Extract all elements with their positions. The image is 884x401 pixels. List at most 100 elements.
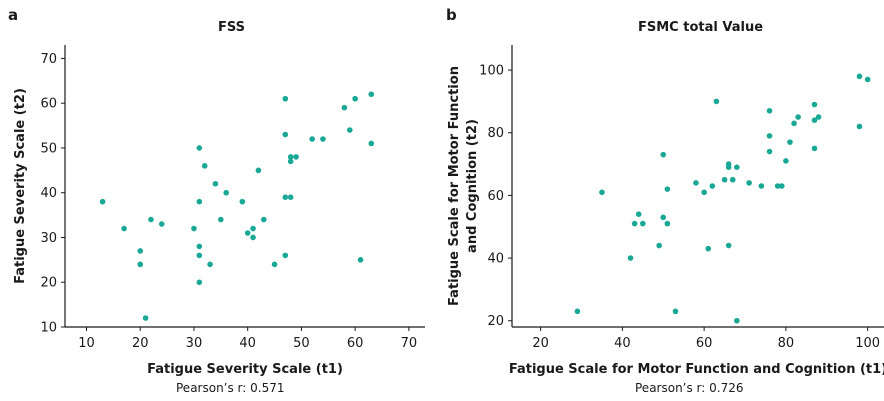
y-axis-title: Fatigue Severity Scale (t2) [13,88,28,284]
data-point [787,139,793,145]
data-point [766,133,773,139]
data-point [142,315,149,321]
panel-fss: a FSS 10 20 30 40 50 60 70 10 20 30 40 50 60 70 Fatigu… [8,6,425,395]
y-axis-title: and Cognition (t2) [465,119,480,253]
y-tick-label: 60 [487,189,504,204]
data-point [158,221,165,227]
data-point [282,95,289,102]
data-point [729,176,736,183]
data-point [368,91,375,98]
data-point [250,234,256,241]
panel-letter-a: a [8,6,19,24]
y-tick-label: 100 [479,64,504,79]
data-point [357,257,364,263]
x-tick-label: 60 [347,336,364,351]
data-point [672,308,679,315]
data-point [631,220,638,227]
data-point [287,154,294,160]
data-point [207,261,213,268]
x-tick-label: 40 [239,336,256,351]
scatter-plot-fsmc: 20 40 60 80 100 20 40 60 80 100 Fatigue Scale for … [447,45,884,377]
y-tick-label: 10 [40,321,57,336]
data-point [815,114,822,120]
x-tick-label: 70 [401,336,418,351]
data-point [705,245,712,252]
data-point [709,183,716,189]
y-tick-label: 80 [487,126,504,141]
x-tick-label: 40 [614,336,631,351]
data-point [791,120,797,127]
data-point [239,198,246,205]
x-tick-label: 20 [132,336,149,351]
data-point [766,108,773,114]
data-point [660,214,667,221]
y-tick-label: 40 [487,252,504,267]
data-point [287,158,294,165]
panel-letter-b: b [446,6,457,24]
chart-title-fss: FSS [218,20,246,35]
data-point [320,136,326,142]
data-point [218,216,224,223]
data-point [635,211,642,217]
data-point [255,167,262,174]
data-point [811,117,818,123]
x-tick-label: 60 [696,336,713,351]
data-point [196,279,203,286]
data-point [196,145,203,151]
data-point [721,176,728,183]
data-point [574,308,581,315]
data-point [725,164,732,170]
data-point [640,220,646,227]
data-point [627,255,634,261]
data-point [196,252,203,259]
pearson-caption-fsmc: Pearson’s r: 0.726 [635,381,744,395]
data-point [656,242,662,249]
data-point [341,104,348,111]
scatter-plot-fss: 10 20 30 40 50 60 70 10 20 30 40 50 60 70 Fatigue Seve… [13,45,425,377]
data-point [856,73,863,80]
data-point [811,101,818,108]
data-point [293,154,299,160]
data-point [758,183,765,189]
data-point [599,189,605,196]
data-point [766,148,773,155]
y-axis-title: Fatigue Scale for Motor Function [447,66,462,306]
x-axis-title: Fatigue Scale for Motor Function and Cog… [509,362,884,377]
data-point [774,183,781,189]
data-point [779,183,785,189]
data-point [660,151,667,158]
data-point [282,252,289,259]
data-point [664,220,671,227]
data-point [693,180,699,186]
data-point [746,180,752,186]
data-point [346,127,353,133]
x-axis-title: Fatigue Severity Scale (t1) [147,362,343,377]
y-tick-label: 60 [40,97,57,112]
x-tick-label: 100 [855,336,880,351]
data-point [713,98,720,105]
x-tick-label: 50 [293,336,310,351]
data-point [137,261,144,268]
data-point [783,158,789,164]
data-point [99,198,106,205]
x-tick-label: 80 [778,336,795,351]
data-point [212,180,219,187]
data-point [261,216,267,223]
data-point [811,145,818,152]
data-point [287,194,294,200]
y-tick-label: 50 [40,141,57,156]
data-point [734,317,740,324]
data-point [368,140,375,147]
y-tick-label: 20 [487,314,504,329]
x-tick-label: 20 [532,336,549,351]
pearson-caption-fss: Pearson’s r: 0.571 [176,381,285,395]
data-point [137,248,144,254]
data-point [282,194,289,200]
data-point [734,164,740,170]
chart-title-fsmc: FSMC total Value [638,20,764,35]
data-point [196,243,203,250]
data-point [223,189,229,196]
y-tick-label: 70 [40,52,57,67]
data-point [856,123,863,130]
data-point [191,225,197,232]
